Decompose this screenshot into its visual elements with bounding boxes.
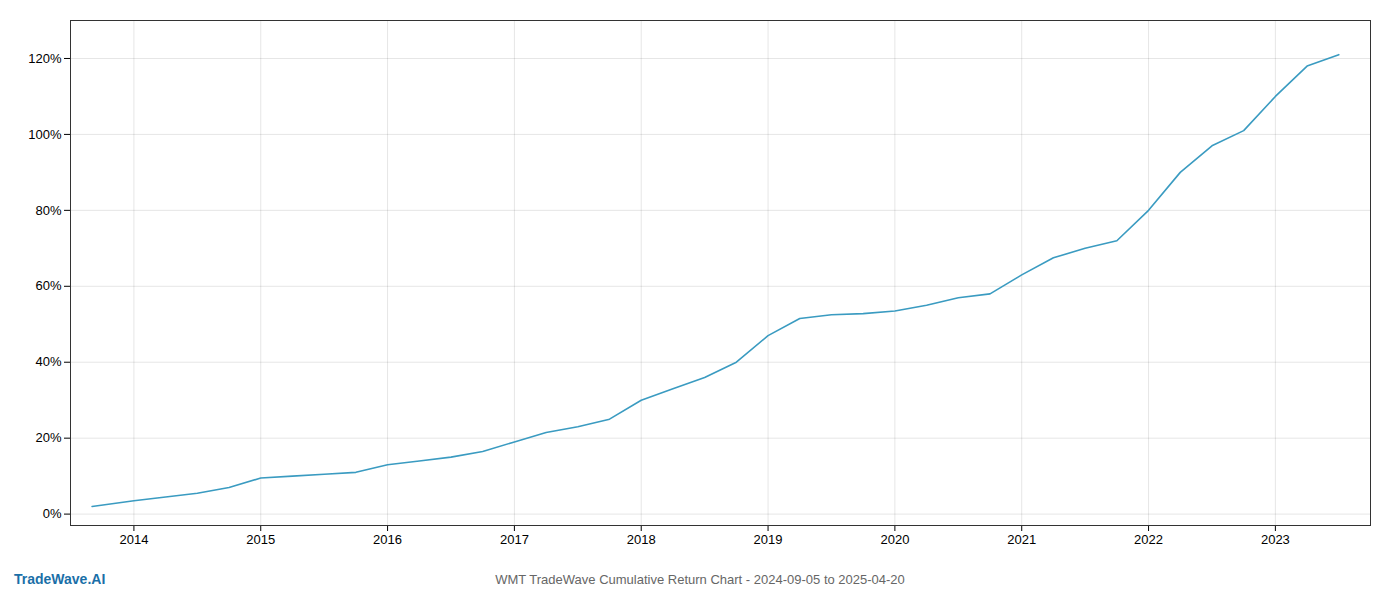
html-text:WMT TradeWave Cumulative Retur: WMT TradeWave Cumulative Return Chart - … [495,572,905,587]
svg-text:2014: 2014 [119,532,148,547]
svg-text:2022: 2022 [1134,532,1163,547]
svg-text:120%: 120% [28,51,62,66]
svg-text:60%: 60% [35,278,61,293]
svg-text:80%: 80% [35,203,61,218]
svg-text:100%: 100% [28,127,62,142]
svg-text:2016: 2016 [373,532,402,547]
svg-text:2015: 2015 [246,532,275,547]
svg-text:20%: 20% [35,430,61,445]
svg-text:40%: 40% [35,354,61,369]
html-text:TradeWave.AI: TradeWave.AI [14,571,106,587]
svg-text:2019: 2019 [754,532,783,547]
svg-text:2023: 2023 [1261,532,1290,547]
svg-text:2017: 2017 [500,532,529,547]
svg-text:0%: 0% [43,506,62,521]
svg-text:2020: 2020 [880,532,909,547]
svg-text:2021: 2021 [1007,532,1036,547]
svg-text:2018: 2018 [627,532,656,547]
